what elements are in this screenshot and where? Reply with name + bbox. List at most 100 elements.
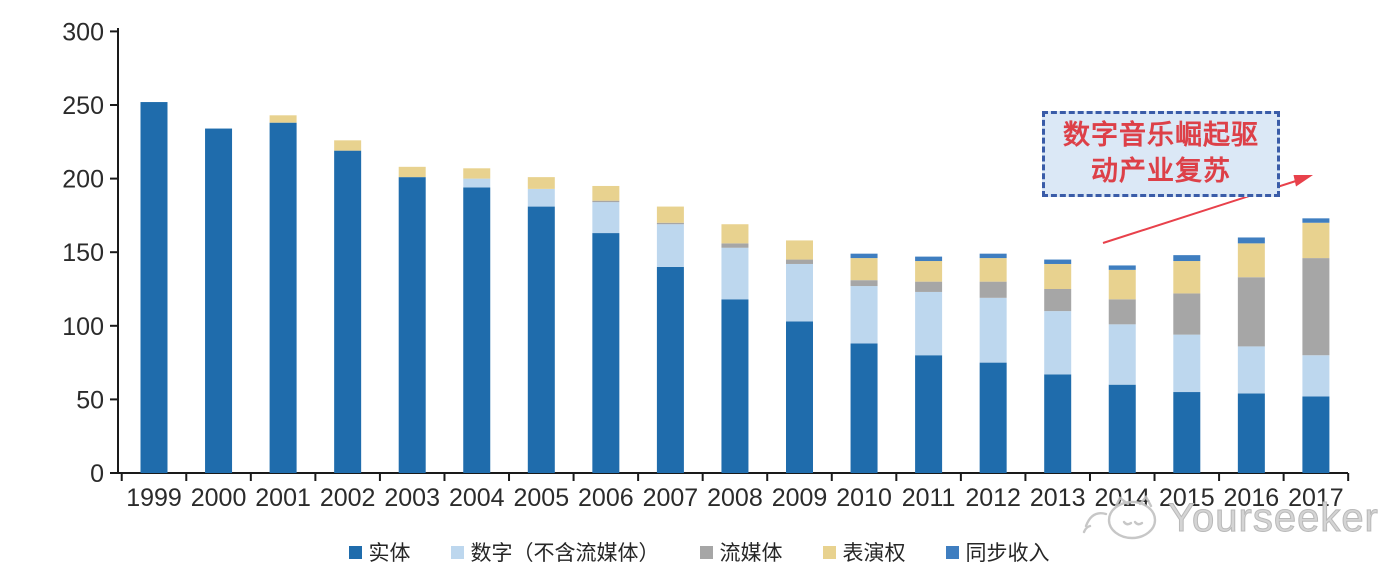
bar-segment-2005 <box>527 177 555 189</box>
bar-segment-2008 <box>721 299 749 473</box>
bar-segment-2009 <box>786 263 813 322</box>
x-axis-label: 2000 <box>191 484 247 512</box>
bar-segment-2011 <box>915 281 943 292</box>
bar-segment-2016 <box>1237 237 1265 244</box>
legend-item-1: 实体 <box>348 537 411 567</box>
x-axis-label: 2008 <box>707 484 763 512</box>
y-axis-tick-label: 0 <box>90 460 104 488</box>
legend-label: 流媒体 <box>719 542 783 565</box>
x-axis-label: 2013 <box>1030 484 1086 512</box>
bar-segment-2007 <box>656 266 684 473</box>
legend-swatch-icon <box>822 545 836 559</box>
bar-segment-2014 <box>1108 384 1136 473</box>
legend-label: 数字（不含流媒体） <box>470 542 660 565</box>
bar-segment-2013 <box>1044 311 1072 375</box>
bar-segment-2008 <box>721 224 749 244</box>
bar-segment-2009 <box>786 259 813 264</box>
bar-segment-2002 <box>334 150 362 473</box>
x-axis-label: 2005 <box>513 484 569 512</box>
x-axis-label: 2003 <box>384 484 440 512</box>
x-axis-label: 2012 <box>965 484 1021 512</box>
x-axis-label: 2004 <box>449 484 505 512</box>
legend-item-4: 表演权 <box>822 537 906 567</box>
x-axis-label: 2007 <box>643 484 699 512</box>
y-axis-tick-label: 250 <box>62 92 104 120</box>
bar-segment-2017 <box>1302 218 1330 223</box>
legend-swatch-icon <box>348 545 362 559</box>
bar-segment-2011 <box>915 261 943 282</box>
legend-item-5: 同步收入 <box>945 537 1050 567</box>
x-axis-label: 2010 <box>836 484 892 512</box>
y-axis-tick-label: 100 <box>62 313 104 341</box>
y-axis-tick-label: 150 <box>62 239 104 267</box>
chart-legend: 实体 数字（不含流媒体） 流媒体 表演权 同步收入 <box>0 537 1398 567</box>
legend-item-2: 数字（不含流媒体） <box>450 537 660 567</box>
y-axis-tick-label: 300 <box>62 18 104 46</box>
bar-segment-2007 <box>656 206 684 223</box>
legend-label: 表演权 <box>842 542 906 565</box>
bar-segment-2000 <box>205 128 233 473</box>
bar-segment-1999 <box>140 102 168 473</box>
bar-segment-2008 <box>721 243 749 248</box>
annotation-callout: 数字音乐崛起驱 动产业复苏 <box>1042 111 1280 197</box>
bar-segment-2014 <box>1108 324 1136 385</box>
bar-segment-2012 <box>979 281 1007 298</box>
bar-segment-2006 <box>592 202 620 234</box>
x-axis-label: 2015 <box>1159 484 1215 512</box>
bar-segment-2004 <box>463 168 491 179</box>
bar-segment-2016 <box>1237 393 1265 473</box>
legend-item-3: 流媒体 <box>699 537 783 567</box>
bar-segment-2011 <box>915 291 943 356</box>
bar-segment-2016 <box>1237 346 1265 394</box>
bar-segment-2006 <box>592 185 620 201</box>
bar-segment-2005 <box>527 188 555 207</box>
bar-segment-2010 <box>850 286 878 344</box>
x-axis-label: 2011 <box>902 484 956 512</box>
bar-segment-2015 <box>1173 293 1201 335</box>
bar-segment-2017 <box>1302 355 1330 397</box>
bar-segment-2014 <box>1108 265 1136 270</box>
bar-segment-2013 <box>1044 374 1072 473</box>
bar-segment-2007 <box>656 222 684 225</box>
bar-segment-2005 <box>527 206 555 473</box>
x-axis-label: 2009 <box>772 484 828 512</box>
bar-segment-2011 <box>915 256 943 262</box>
bar-segment-2010 <box>850 280 878 287</box>
y-axis-tick-label: 200 <box>62 166 104 194</box>
annotation-text-line2: 动产业复苏 <box>1091 156 1231 186</box>
bar-segment-2010 <box>850 253 878 259</box>
bar-segment-2003 <box>398 177 426 474</box>
bar-segment-2015 <box>1173 392 1201 473</box>
bar-segment-2013 <box>1044 263 1072 289</box>
annotation-text-line1: 数字音乐崛起驱 <box>1063 120 1259 151</box>
bar-segment-2015 <box>1173 334 1201 393</box>
bar-segment-2016 <box>1237 243 1265 278</box>
bar-segment-2012 <box>979 253 1007 259</box>
x-axis-label: 2017 <box>1288 484 1344 512</box>
bar-segment-2001 <box>269 115 297 123</box>
bar-segment-2006 <box>592 200 620 203</box>
bar-segment-2004 <box>463 187 491 473</box>
bar-segment-2013 <box>1044 289 1072 312</box>
x-axis-label: 2002 <box>320 484 376 512</box>
bar-segment-2011 <box>915 355 943 473</box>
bar-segment-2009 <box>786 240 813 260</box>
bar-segment-2017 <box>1302 258 1330 356</box>
bar-segment-2015 <box>1173 261 1201 294</box>
annotation-arrow-head <box>1293 175 1313 187</box>
bar-segment-2010 <box>850 258 878 281</box>
legend-swatch-icon <box>450 545 464 559</box>
bar-segment-2006 <box>592 233 620 473</box>
bar-segment-2010 <box>850 343 878 473</box>
bar-segment-2017 <box>1302 222 1330 259</box>
bar-segment-2012 <box>979 297 1007 363</box>
x-axis-label: 2001 <box>255 484 311 512</box>
bar-segment-2014 <box>1108 269 1136 300</box>
bar-segment-2008 <box>721 247 749 300</box>
y-axis-tick-label: 50 <box>76 386 104 414</box>
legend-swatch-icon <box>945 545 959 559</box>
bar-segment-2009 <box>786 321 813 473</box>
bar-segment-2007 <box>656 224 684 267</box>
